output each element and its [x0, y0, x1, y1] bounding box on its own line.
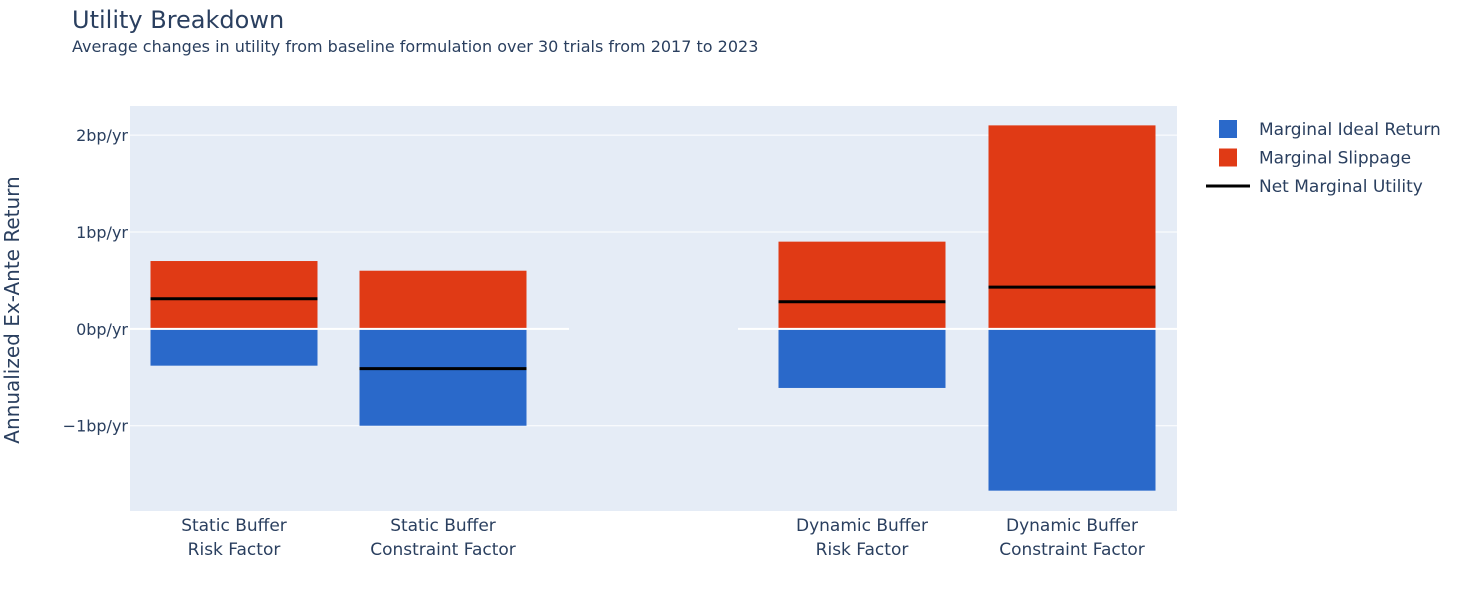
- chart-title: Utility Breakdown: [72, 6, 285, 34]
- y-tick-label: −1bp/yr: [63, 417, 129, 436]
- x-tick-label: Static Buffer: [390, 516, 496, 536]
- x-tick-labels: Static Buffer Risk Factor Static Buffer Con…: [181, 516, 1145, 560]
- legend-label: Marginal Slippage: [1259, 149, 1411, 169]
- x-tick-label: Risk Factor: [816, 540, 909, 560]
- bar-marginal-slippage: [359, 270, 527, 329]
- bar-marginal-ideal-return: [988, 328, 1156, 491]
- x-tick-label: Dynamic Buffer: [796, 516, 928, 536]
- bar-marginal-slippage: [778, 241, 946, 329]
- x-tick-label: Dynamic Buffer: [1006, 516, 1138, 536]
- x-tick-label: Static Buffer: [181, 516, 287, 536]
- legend-label: Marginal Ideal Return: [1259, 120, 1441, 140]
- bar-marginal-slippage: [150, 261, 318, 329]
- x-tick-label: Risk Factor: [188, 540, 281, 560]
- legend-swatch: [1219, 120, 1237, 138]
- bar-marginal-slippage: [988, 125, 1156, 329]
- chart-subtitle: Average changes in utility from baseline…: [72, 37, 759, 56]
- x-tick-label: Constraint Factor: [370, 540, 516, 560]
- y-tick-labels: 2bp/yr 1bp/yr 0bp/yr −1bp/yr: [63, 126, 129, 436]
- x-tick-label: Constraint Factor: [999, 540, 1145, 560]
- bar-marginal-ideal-return: [359, 328, 527, 426]
- legend-swatch: [1219, 148, 1237, 167]
- bar-marginal-ideal-return: [150, 328, 318, 366]
- legend: Marginal Ideal Return Marginal Slippage Ne…: [1206, 120, 1441, 197]
- y-tick-label: 1bp/yr: [76, 223, 128, 242]
- legend-label: Net Marginal Utility: [1259, 177, 1423, 197]
- bar-marginal-ideal-return: [778, 328, 946, 388]
- y-tick-label: 0bp/yr: [76, 320, 128, 339]
- y-tick-label: 2bp/yr: [76, 126, 128, 145]
- net-lines: [150, 285, 1156, 371]
- bars: [130, 125, 1177, 491]
